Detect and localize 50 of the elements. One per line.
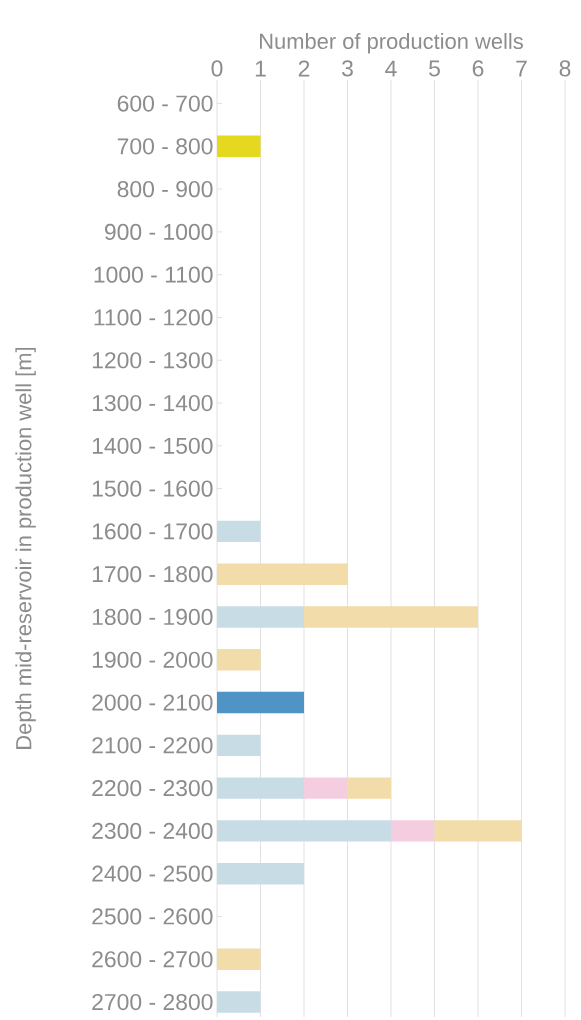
y-tick-label: 800 - 900 bbox=[117, 180, 213, 198]
bar bbox=[391, 820, 435, 842]
x-tick-label: 1 bbox=[255, 60, 266, 77]
bar bbox=[217, 691, 304, 714]
y-tick-label: 2100 - 2200 bbox=[92, 737, 213, 754]
bar bbox=[304, 777, 348, 799]
y-tick-label: 2600 - 2700 bbox=[92, 951, 213, 968]
y-tick-label: 600 - 700 bbox=[117, 95, 213, 112]
x-tick-label: 4 bbox=[385, 60, 397, 77]
x-tick-label: 0 bbox=[211, 60, 223, 77]
x-tick-label: 8 bbox=[559, 60, 571, 77]
y-tick-label: 1700 - 1800 bbox=[92, 566, 213, 583]
y-tick-label: 1600 - 1700 bbox=[92, 523, 213, 540]
bar bbox=[217, 820, 391, 842]
y-tick-label: 900 - 1000 bbox=[104, 223, 213, 240]
bar bbox=[217, 520, 261, 543]
bar bbox=[217, 948, 261, 970]
bar bbox=[304, 606, 478, 628]
y-tick-label: 2000 - 2100 bbox=[92, 694, 213, 711]
y-tick-label: 1000 - 1100 bbox=[94, 266, 213, 283]
x-tick-label: 3 bbox=[342, 60, 353, 77]
bar bbox=[217, 991, 261, 1013]
y-tick-label: 2300 - 2400 bbox=[92, 822, 213, 839]
y-tick-label: 2700 - 2800 bbox=[92, 993, 213, 1011]
bar bbox=[217, 649, 261, 671]
x-tick-label: 6 bbox=[472, 60, 484, 77]
y-tick-label: 2500 - 2600 bbox=[92, 908, 213, 925]
bar bbox=[347, 777, 391, 799]
bar bbox=[217, 135, 261, 158]
y-tick-label: 700 - 800 bbox=[117, 138, 213, 155]
y-tick-label: 2200 - 2300 bbox=[92, 779, 213, 797]
y-tick-label: 1300 - 1400 bbox=[92, 394, 213, 412]
x-axis-title: Number of production wells bbox=[260, 32, 523, 54]
bar bbox=[217, 606, 304, 628]
bar bbox=[217, 777, 304, 799]
x-tick-label: 5 bbox=[429, 60, 440, 77]
bar bbox=[434, 820, 522, 842]
y-axis-title: Depth mid-reservoir in production well [m] bbox=[15, 347, 36, 749]
y-tick-label: 1400 - 1500 bbox=[92, 437, 213, 454]
y-tick-label: 1900 - 2000 bbox=[92, 651, 213, 668]
x-tick-label: 2 bbox=[298, 60, 310, 77]
y-tick-label: 2400 - 2500 bbox=[92, 865, 213, 882]
bar bbox=[217, 563, 348, 585]
y-tick-label: 1100 - 1200 bbox=[94, 309, 213, 326]
y-tick-label: 1500 - 1600 bbox=[92, 480, 213, 497]
y-tick-label: 1800 - 1900 bbox=[92, 608, 213, 626]
x-tick-label: 7 bbox=[516, 60, 527, 77]
y-tick-label: 1200 - 1300 bbox=[92, 352, 213, 369]
bar bbox=[217, 734, 261, 757]
bar bbox=[217, 862, 304, 885]
